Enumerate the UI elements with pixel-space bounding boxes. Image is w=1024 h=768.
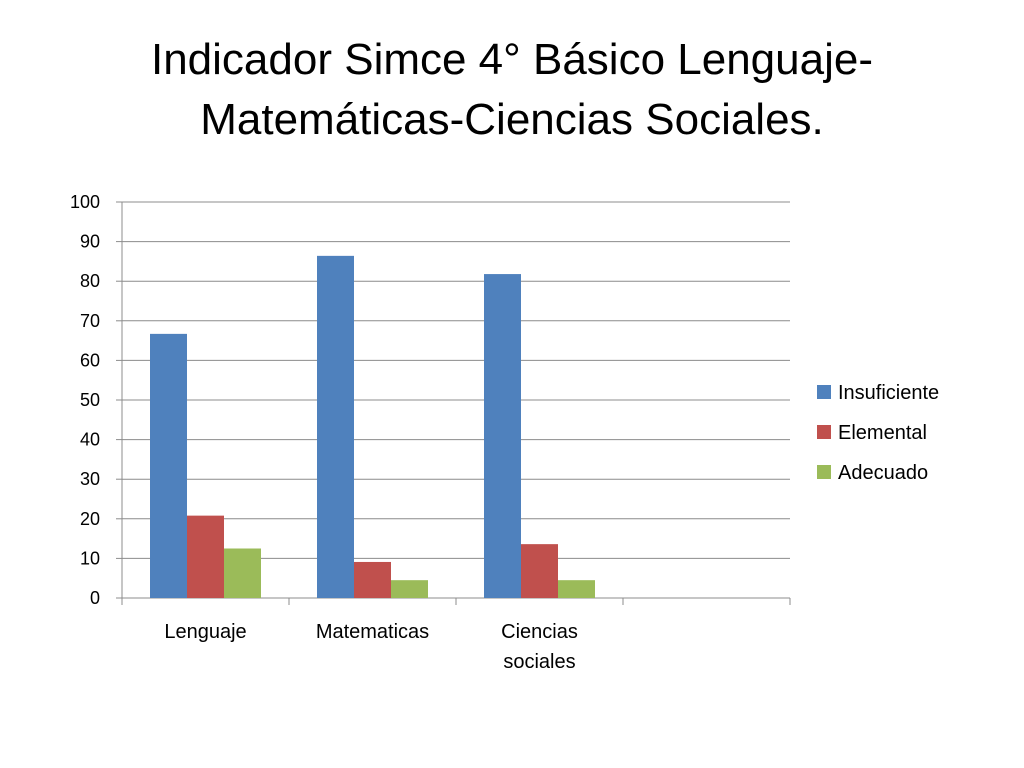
bar-elemental-1 xyxy=(354,561,391,598)
y-tick-label: 40 xyxy=(80,430,100,450)
y-tick-label: 70 xyxy=(80,311,100,331)
y-tick-label: 50 xyxy=(80,390,100,410)
title-line-1: Indicador Simce 4° Básico Lenguaje- xyxy=(150,35,873,84)
y-tick-label: 80 xyxy=(80,271,100,291)
legend-label: Insuficiente xyxy=(838,382,939,404)
bar-adecuado-2 xyxy=(558,580,595,598)
legend-label: Adecuado xyxy=(838,462,928,484)
category-label: Lenguaje xyxy=(164,621,246,643)
slide-title: Indicador Simce 4° Básico Lenguaje- Mate… xyxy=(0,30,1024,150)
y-tick-label: 100 xyxy=(70,192,100,212)
legend-swatch-elemental xyxy=(817,425,831,439)
title-line-2: Matemáticas-Ciencias Sociales. xyxy=(200,95,824,144)
legend-label: Elemental xyxy=(838,422,927,444)
y-tick-label: 90 xyxy=(80,232,100,252)
y-tick-label: 30 xyxy=(80,469,100,489)
category-label: Ciencias xyxy=(501,621,578,643)
bar-adecuado-1 xyxy=(391,580,428,598)
category-label: Matematicas xyxy=(316,621,429,643)
legend-swatch-adecuado xyxy=(817,465,831,479)
legend-swatch-insuficiente xyxy=(817,385,831,399)
y-tick-label: 20 xyxy=(80,509,100,529)
bar-insuficiente-1 xyxy=(317,255,354,598)
category-label: sociales xyxy=(503,651,575,673)
bar-elemental-2 xyxy=(521,544,558,598)
bar-adecuado-0 xyxy=(224,548,261,598)
y-tick-label: 0 xyxy=(90,588,100,608)
bar-elemental-0 xyxy=(187,515,224,598)
bar-insuficiente-2 xyxy=(484,274,521,598)
y-tick-label: 60 xyxy=(80,350,100,370)
y-tick-label: 10 xyxy=(80,548,100,568)
bar-insuficiente-0 xyxy=(150,333,187,598)
